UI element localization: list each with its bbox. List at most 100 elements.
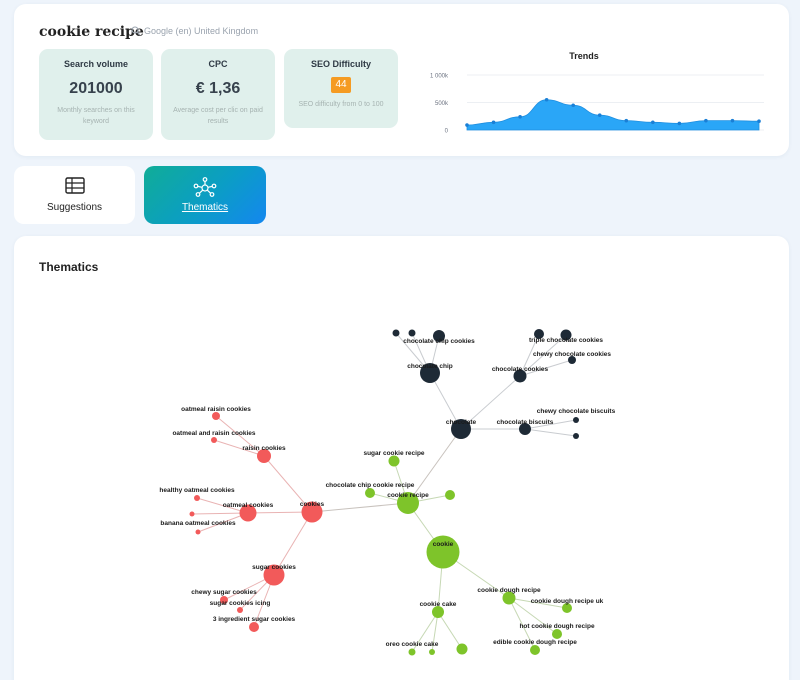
graph-node[interactable] bbox=[408, 648, 416, 656]
search-volume-label: Search volume bbox=[63, 59, 129, 69]
trends-tick-label: 1 000k bbox=[430, 74, 449, 80]
seo-difficulty-badge: 44 bbox=[331, 77, 351, 93]
graph-node-label: sugar cookie recipe bbox=[363, 450, 424, 457]
graph-link bbox=[519, 359, 573, 377]
thematics-graph[interactable]: chocolate chocolate chip chocolate chip co… bbox=[14, 236, 789, 680]
graph-node-label: oatmeal cookies bbox=[223, 502, 274, 509]
graph-node[interactable] bbox=[194, 495, 200, 501]
graph-node[interactable] bbox=[420, 363, 440, 383]
graph-node-label: chewy sugar cookies bbox=[191, 589, 257, 596]
graph-node[interactable] bbox=[257, 449, 271, 463]
keyword-title: cookie recipe bbox=[39, 24, 144, 40]
cpc-value: € 1,36 bbox=[195, 80, 241, 97]
graph-node[interactable] bbox=[365, 488, 375, 498]
graph-node[interactable] bbox=[502, 591, 516, 605]
graph-node-label: chocolate chip cookie recipe bbox=[326, 482, 415, 489]
graph-node[interactable] bbox=[212, 412, 220, 420]
graph-link bbox=[508, 597, 568, 609]
graph-node[interactable] bbox=[445, 490, 455, 500]
graph-node[interactable] bbox=[239, 504, 257, 522]
graph-link bbox=[519, 334, 567, 377]
trends-point bbox=[757, 119, 761, 123]
graph-node[interactable] bbox=[211, 437, 217, 443]
graph-node[interactable] bbox=[433, 330, 445, 342]
tab-thematics-label: Thematics bbox=[181, 202, 229, 213]
graph-node-label: oatmeal raisin cookies bbox=[181, 406, 251, 413]
trends-point bbox=[597, 113, 602, 117]
trends-area bbox=[466, 99, 760, 131]
graph-link bbox=[213, 439, 265, 457]
trends-point bbox=[544, 97, 549, 102]
graph-node-label: cookie bbox=[433, 541, 454, 548]
search-icon bbox=[131, 26, 141, 36]
graph-node[interactable] bbox=[263, 564, 285, 586]
graph-node[interactable] bbox=[388, 455, 400, 467]
graph-link bbox=[508, 597, 536, 651]
graph-node[interactable] bbox=[220, 596, 228, 604]
graph-node[interactable] bbox=[189, 511, 195, 517]
seo-difficulty-card: SEO Difficulty 44 SEO difficulty from 0 … bbox=[284, 49, 398, 128]
graph-node-label: oatmeal and raisin cookies bbox=[172, 430, 255, 437]
graph-node[interactable] bbox=[432, 606, 444, 618]
graph-node[interactable] bbox=[513, 369, 527, 383]
graph-node[interactable] bbox=[237, 607, 243, 613]
trends-title: Trends bbox=[569, 51, 599, 61]
graph-node-label: cookie dough recipe uk bbox=[531, 598, 604, 605]
keyword-overview-card: cookie recipe Google (en) United Kingdom… bbox=[14, 4, 789, 156]
trends-tick-label: 500k bbox=[435, 101, 449, 107]
trends-point bbox=[571, 103, 575, 108]
graph-node-label: 3 ingredient sugar cookies bbox=[213, 616, 296, 623]
tab-thematics[interactable]: Thematics bbox=[144, 166, 266, 224]
graph-node-label: chocolate cookies bbox=[492, 366, 549, 373]
seo-difficulty-desc: SEO difficulty from 0 to 100 bbox=[298, 101, 384, 108]
graph-link bbox=[429, 372, 462, 430]
graph-link bbox=[431, 611, 439, 653]
graph-node[interactable] bbox=[429, 649, 435, 655]
graph-node[interactable] bbox=[397, 492, 419, 514]
graph-node-label: chocolate chip cookies bbox=[403, 338, 475, 345]
graph-node[interactable] bbox=[195, 529, 201, 535]
graph-link bbox=[411, 611, 439, 653]
graph-link bbox=[460, 375, 521, 430]
trends-point bbox=[730, 118, 735, 123]
graph-link bbox=[273, 511, 313, 576]
trends-point bbox=[518, 115, 522, 119]
graph-node[interactable] bbox=[573, 417, 579, 423]
tab-suggestions[interactable]: Suggestions bbox=[14, 166, 135, 224]
graph-node[interactable] bbox=[392, 329, 400, 337]
graph-node[interactable] bbox=[568, 356, 576, 364]
graph-node-label: oreo cookie cake bbox=[386, 641, 439, 648]
graph-node[interactable] bbox=[534, 329, 544, 339]
tab-suggestions-label: Suggestions bbox=[46, 202, 103, 213]
search-volume-card: Search volume 201000 Monthly searches on… bbox=[39, 49, 153, 140]
graph-node[interactable] bbox=[451, 419, 471, 439]
graph-node[interactable] bbox=[456, 643, 468, 655]
graph-node-label: banana oatmeal cookies bbox=[160, 520, 236, 527]
seo-difficulty-label: SEO Difficulty bbox=[310, 59, 371, 69]
graph-node[interactable] bbox=[530, 645, 540, 655]
graph-node[interactable] bbox=[562, 603, 572, 613]
trends-tick-label: 0 bbox=[445, 129, 449, 135]
graph-node[interactable] bbox=[426, 535, 460, 569]
graph-node[interactable] bbox=[408, 329, 416, 337]
graph-node-label: cookie cake bbox=[420, 601, 457, 608]
graph-node[interactable] bbox=[519, 423, 531, 435]
graph-link bbox=[197, 512, 249, 533]
graph-node-label: cookie dough recipe bbox=[477, 587, 541, 594]
thematics-card: Thematics chocolate chocolate chip chocola… bbox=[14, 236, 789, 680]
graph-link bbox=[215, 415, 265, 457]
graph-node[interactable] bbox=[249, 622, 259, 632]
cpc-card: CPC € 1,36 Average cost per clic on paid… bbox=[161, 49, 275, 140]
table-icon bbox=[64, 177, 85, 194]
graph-node[interactable] bbox=[560, 329, 572, 341]
graph-link bbox=[196, 497, 249, 514]
graph-link bbox=[519, 333, 540, 377]
graph-node-label: raisin cookies bbox=[242, 445, 286, 452]
graph-node[interactable] bbox=[573, 433, 579, 439]
graph-node[interactable] bbox=[301, 501, 323, 523]
trends-point bbox=[651, 120, 655, 125]
trends-chart: Trends 1 000k 500k 0 bbox=[430, 51, 764, 135]
graph-link bbox=[524, 428, 577, 437]
graph-node[interactable] bbox=[552, 629, 562, 639]
graph-link bbox=[437, 611, 463, 650]
